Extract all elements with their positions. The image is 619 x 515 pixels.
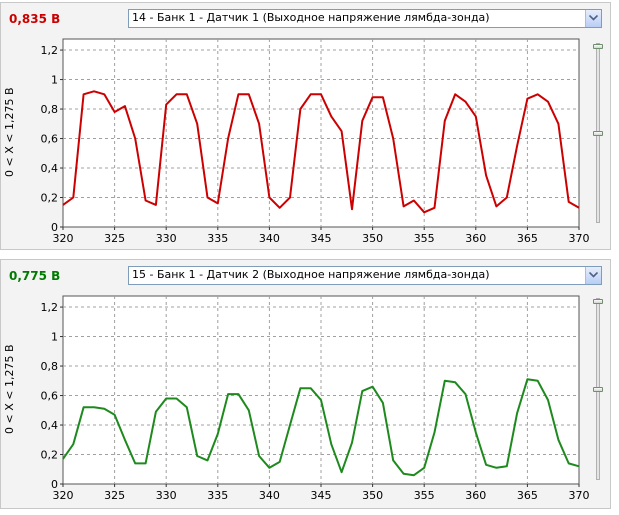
y-tick-label: 0	[51, 478, 58, 491]
y-tick-label: 1	[51, 331, 58, 344]
y-tick-label: 0,4	[41, 162, 59, 175]
chevron-down-icon	[589, 15, 598, 21]
range-slider[interactable]	[593, 43, 603, 223]
y-tick-label: 0,2	[41, 192, 59, 205]
x-tick-label: 350	[362, 232, 383, 245]
slider-max-thumb[interactable]	[593, 299, 603, 304]
current-reading: 0,835 В	[9, 12, 61, 26]
y-tick-label: 1	[51, 74, 58, 87]
current-reading: 0,775 В	[9, 269, 61, 283]
x-tick-label: 355	[414, 489, 435, 502]
x-tick-label: 350	[362, 489, 383, 502]
series-line	[62, 378, 580, 477]
x-tick-label: 320	[53, 232, 74, 245]
y-tick-label: 0,2	[41, 449, 59, 462]
sensor-select[interactable]: 14 - Банк 1 - Датчик 1 (Выходное напряже…	[128, 9, 602, 28]
y-tick-label: 1,2	[41, 44, 59, 57]
x-tick-label: 365	[517, 489, 538, 502]
y-tick-label: 0,8	[41, 103, 59, 116]
sensor-panel-2: 0,775 В 15 - Банк 1 - Датчик 2 (Выходное…	[0, 259, 611, 509]
x-tick-label: 340	[259, 232, 280, 245]
x-tick-label: 335	[207, 232, 228, 245]
chevron-down-icon	[589, 272, 598, 278]
x-tick-label: 360	[465, 232, 486, 245]
y-tick-label: 0,8	[41, 360, 59, 373]
y-tick-label: 1,2	[41, 301, 59, 314]
x-tick-label: 345	[311, 489, 332, 502]
x-tick-label: 330	[156, 489, 177, 502]
range-slider[interactable]	[593, 298, 603, 480]
voltage-chart: 320 325 330 335 340 345 350 355 360 365 370 0 0,2 0,4…	[41, 295, 590, 502]
series-line	[62, 90, 580, 214]
x-tick-label: 370	[569, 489, 590, 502]
plot-area	[62, 38, 580, 228]
x-tick-label: 340	[259, 489, 280, 502]
x-tick-label: 355	[414, 232, 435, 245]
y-tick-label: 0,6	[41, 390, 59, 403]
dropdown-button[interactable]	[585, 10, 601, 27]
sensor-select[interactable]: 15 - Банк 1 - Датчик 2 (Выходное напряже…	[128, 266, 602, 285]
slider-min-thumb[interactable]	[593, 131, 603, 136]
x-tick-label: 330	[156, 232, 177, 245]
x-tick-label: 325	[104, 489, 125, 502]
sensor-select-value: 15 - Банк 1 - Датчик 2 (Выходное напряже…	[132, 268, 490, 281]
x-tick-label: 370	[569, 232, 590, 245]
voltage-chart: 320 325 330 335 340 345 350 355 360 365 370 0 0,2 0,4…	[41, 38, 590, 245]
x-tick-label: 335	[207, 489, 228, 502]
x-tick-label: 365	[517, 232, 538, 245]
plot-area	[62, 295, 580, 485]
sensor-select-value: 14 - Банк 1 - Датчик 1 (Выходное напряже…	[132, 11, 490, 24]
dropdown-button[interactable]	[585, 267, 601, 284]
x-tick-label: 320	[53, 489, 74, 502]
x-tick-label: 325	[104, 232, 125, 245]
slider-min-thumb[interactable]	[593, 387, 603, 392]
slider-max-thumb[interactable]	[593, 44, 603, 49]
y-tick-label: 0	[51, 221, 58, 234]
x-tick-label: 360	[465, 489, 486, 502]
sensor-panel-1: 0,835 В 14 - Банк 1 - Датчик 1 (Выходное…	[0, 2, 611, 250]
y-tick-label: 0,4	[41, 419, 59, 432]
x-tick-label: 345	[311, 232, 332, 245]
y-tick-label: 0,6	[41, 133, 59, 146]
